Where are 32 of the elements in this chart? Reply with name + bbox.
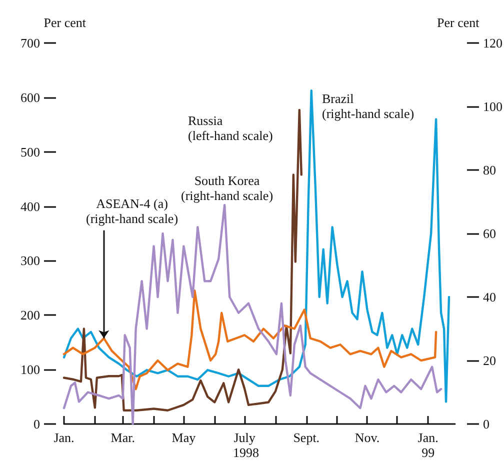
y-tick-label: 100 [20,362,40,378]
x-tick-label: Sept. [293,430,320,445]
x-axis-title: 1998 [233,445,259,460]
y2-tick-label: 0 [483,416,490,432]
y-tick-label: 600 [20,90,40,105]
line-series [62,90,450,403]
text: ASEAN-4 (a) (right-hand scale) [86,196,178,226]
y-tick-label: 300 [20,253,40,268]
y-axis-title: Per cent [44,15,86,30]
y-tick-label: 400 [20,198,40,214]
series-label: Brazil (right-hand scale) [322,91,414,121]
x-tick-label: Mar. [110,430,135,445]
line-series [62,290,438,390]
x-tick-label: Jan. 99 [418,430,438,460]
y2-tick-label: 60 [483,226,496,241]
x-tick-label: May [172,430,196,445]
x-tick-label: Nov. [354,430,380,445]
y2-tick-label: 120 [483,36,502,50]
y-tick-label: 200 [20,308,40,323]
line-series [62,108,302,412]
y2-tick-label: 100 [483,99,502,114]
series-label: South Korea (right-hand scale) [180,173,274,203]
y2-tick-label: 40 [483,290,496,304]
y2-tick-label: 80 [483,162,496,178]
series-label: Russia (left-hand scale) [188,113,273,143]
y-tick-label: 700 [20,36,40,50]
y2-axis-title: Per cent [437,15,480,30]
x-tick-label: July [234,430,256,445]
y-tick-label: 0 [34,416,40,432]
y-tick-label: 500 [20,144,40,160]
y2-tick-label: 20 [483,353,496,368]
x-tick-label: Jan. [54,430,74,445]
